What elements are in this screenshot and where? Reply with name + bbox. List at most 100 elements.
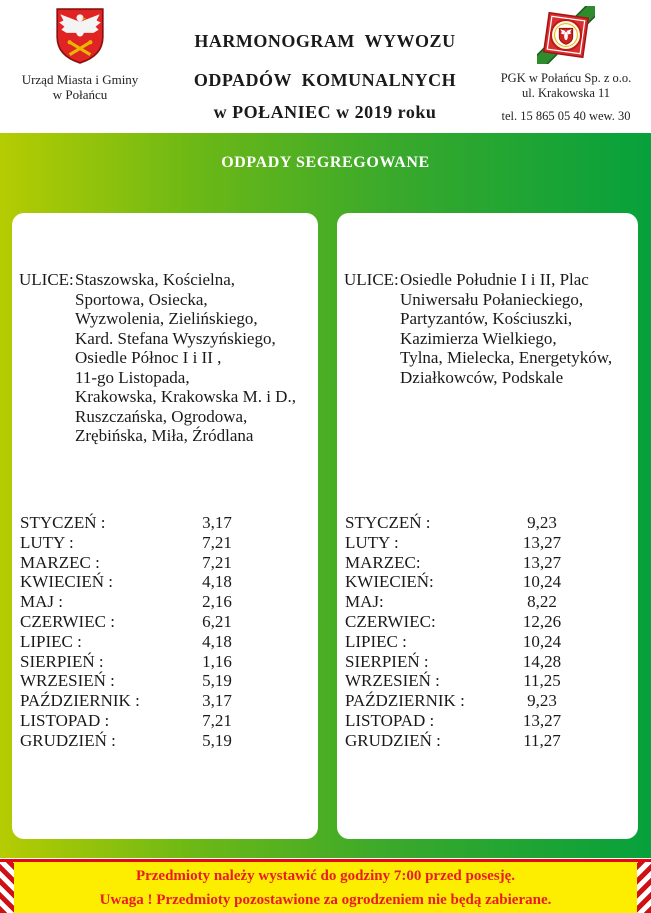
street-line: Tylna, Mielecka, Energetyków,	[400, 348, 613, 367]
month-label: CZERWIEC:	[345, 611, 436, 631]
month-label: STYCZEŃ :	[20, 513, 106, 532]
month-dates: 13,27	[522, 532, 562, 552]
month-dates: 13,27	[522, 710, 562, 730]
streets-list: Osiedle Południe I i II, Plac Uniwersału …	[400, 270, 635, 387]
street-line: Sportowa, Osiecka,	[75, 289, 208, 309]
month-dates: 4,18	[202, 572, 232, 592]
month-row: MARZEC : 7,21	[20, 553, 314, 573]
company-name: PGK w Połańcu Sp. z o.o.	[500, 71, 632, 85]
month-dates: 6,21	[202, 611, 232, 631]
footer-warning-line1: Przedmioty należy wystawić do godziny 7:…	[135, 868, 516, 884]
streets-list: Staszowska, Kościelna, Sportowa, Osiecka,…	[75, 270, 315, 446]
street-line: Ruszczańska, Ogrodowa,	[75, 406, 248, 426]
month-dates: 7,21	[202, 552, 232, 572]
month-row: PAŹDZIERNIK : 3,17	[20, 691, 314, 711]
street-line: Staszowska, Kościelna,	[75, 270, 236, 289]
street-line: Zrębińska, Miła, Źródlana	[75, 426, 254, 445]
month-row: SIERPIEŃ : 14,28	[345, 652, 634, 672]
polaniec-coat-of-arms-icon	[56, 8, 104, 64]
month-label: LIPIEC :	[20, 631, 82, 651]
month-label: KWIECIEŃ:	[345, 572, 434, 592]
title-line-2: ODPADÓW KOMUNALNYCH	[193, 70, 457, 90]
month-row: WRZESIEŃ : 5,19	[20, 671, 314, 691]
months-table: STYCZEŃ :9,23 LUTY :13,27 MARZEC: 13,27 KWIE…	[345, 513, 634, 751]
month-dates: 5,19	[202, 671, 232, 691]
month-row: PAŹDZIERNIK : 9,23	[345, 691, 634, 711]
month-label: SIERPIEŃ :	[345, 651, 429, 671]
month-row: LISTOPAD : 13,27	[345, 711, 634, 731]
month-label: LISTOPAD :	[20, 710, 110, 730]
streets-block: ULICE: Staszowska, Kościelna, Sportowa, O…	[19, 270, 315, 446]
month-row: GRUDZIEŃ : 11,27	[345, 731, 634, 751]
month-label: GRUDZIEŃ :	[20, 730, 116, 750]
month-dates: 7,21	[202, 710, 232, 730]
month-row: STYCZEŃ : 3,17	[20, 513, 314, 533]
month-dates: 5,19	[202, 730, 232, 750]
month-row: STYCZEŃ : 9,23	[345, 513, 634, 533]
header: Urząd Miasta i Gminy w Połańcu HARMONOGR…	[0, 0, 651, 133]
month-label: MARZEC :	[20, 552, 100, 572]
month-row: LUTY : 13,27	[345, 533, 634, 553]
month-label: LUTY :	[345, 532, 399, 552]
hazard-stripes-left-icon	[0, 862, 14, 913]
title-line-3: w POŁANIEC w 2019 roku	[213, 102, 437, 122]
month-dates: 9,23	[527, 513, 557, 532]
month-row: KWIECIEŃ : 4,18	[20, 572, 314, 592]
month-label: MARZEC:	[345, 552, 421, 572]
street-line: Działkowców, Podskale	[400, 367, 564, 387]
month-label: MAJ:	[345, 592, 384, 612]
month-row: LISTOPAD : 7,21	[20, 711, 314, 731]
month-row: GRUDZIEŃ : 5,19	[20, 731, 314, 751]
month-dates: 3,17	[202, 691, 232, 711]
month-row: MARZEC: 13,27	[345, 553, 634, 573]
month-dates: 9,23	[527, 691, 557, 711]
street-line: Uniwersału Połanieckiego,	[400, 289, 584, 309]
month-dates: 2,16	[202, 592, 232, 612]
street-line: Krakowska, Krakowska M. i D.,	[75, 387, 296, 406]
month-row: CZERWIEC : 6,21	[20, 612, 314, 632]
left-org-line1: Urząd Miasta i Gminy	[21, 72, 139, 87]
month-dates: 1,16	[202, 651, 232, 671]
left-org-line2: w Połańcu	[52, 87, 108, 102]
section-title: ODPADY SEGREGOWANE	[221, 154, 430, 171]
company-phone: tel. 15 865 05 40 wew. 30	[501, 109, 631, 123]
month-label: LUTY :	[20, 532, 74, 552]
footer-white-divider	[0, 858, 651, 859]
month-dates: 11,27	[523, 730, 561, 750]
month-dates: 12,26	[522, 611, 562, 631]
month-label: GRUDZIEŃ :	[345, 730, 441, 750]
month-dates: 4,18	[202, 631, 232, 651]
footer-warning-line2: Uwaga ! Przedmioty pozostawione za ogrod…	[99, 892, 552, 908]
schedule-card-right: ULICE: Osiedle Południe I i II, Plac Uniw…	[337, 213, 638, 839]
month-dates: 13,27	[522, 552, 562, 572]
month-row: MAJ: 8,22	[345, 592, 634, 612]
month-label: SIERPIEŃ :	[20, 651, 104, 671]
schedule-card-left: ULICE: Staszowska, Kościelna, Sportowa, O…	[12, 213, 318, 839]
street-line: Osiedle Południe I i II, Plac	[400, 270, 589, 289]
street-line: Partyzantów, Kościuszki,	[400, 309, 573, 328]
month-label: CZERWIEC :	[20, 611, 115, 631]
month-label: PAŹDZIERNIK :	[20, 691, 140, 711]
street-line: 11-go Listopada,	[75, 367, 190, 387]
month-label: LIPIEC :	[345, 631, 407, 651]
month-dates: 10,24	[522, 572, 562, 592]
hazard-stripes-right-icon	[637, 862, 651, 913]
street-line: Kazimierza Wielkiego,	[400, 328, 557, 348]
streets-block: ULICE: Osiedle Południe I i II, Plac Uniw…	[344, 270, 635, 387]
month-row: CZERWIEC: 12,26	[345, 612, 634, 632]
month-dates: 14,28	[522, 651, 562, 671]
month-row: WRZESIEŃ : 11,25	[345, 671, 634, 691]
month-row: KWIECIEŃ: 10,24	[345, 572, 634, 592]
month-label: KWIECIEŃ :	[20, 572, 114, 592]
footer-text: Przedmioty należy wystawić do godziny 7:…	[20, 864, 631, 912]
street-line: Wyzwolenia, Zielińskiego,	[75, 309, 258, 328]
footer-warning-band: Przedmioty należy wystawić do godziny 7:…	[0, 858, 651, 913]
street-line: Kard. Stefana Wyszyńskiego,	[75, 328, 276, 348]
segregated-waste-section: ODPADY SEGREGOWANE ULICE: Staszowska, Ko…	[0, 133, 651, 858]
months-table: STYCZEŃ :3,17 LUTY :7,21 MARZEC :7,21 KWIEC…	[20, 513, 314, 751]
streets-label: ULICE:	[19, 270, 74, 289]
left-org-caption: Urząd Miasta i Gminy w Połańcu	[0, 72, 160, 102]
month-label: WRZESIEŃ :	[345, 671, 440, 691]
month-label: WRZESIEŃ :	[20, 671, 115, 691]
month-label: STYCZEŃ :	[345, 513, 431, 532]
